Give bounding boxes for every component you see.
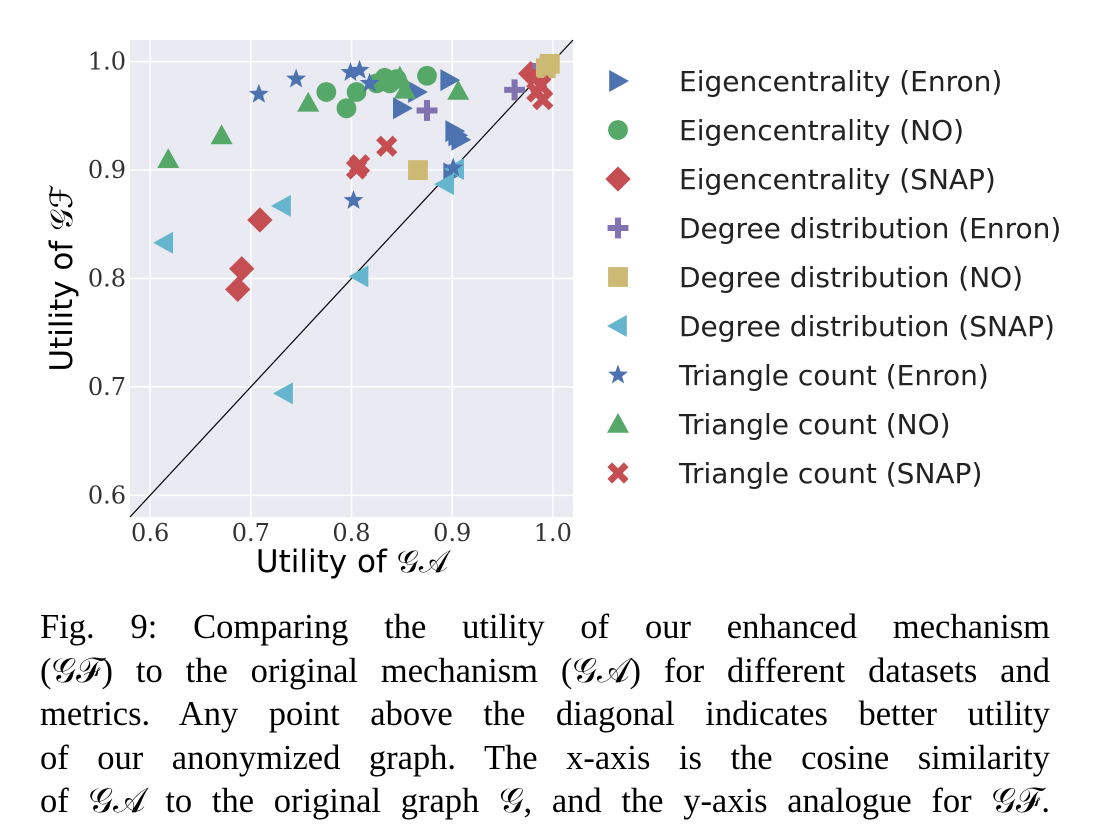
legend-label: Eigencentrality (Enron) [679, 65, 1002, 98]
data-point [539, 53, 560, 74]
legend-label: Degree distribution (NO) [679, 261, 1023, 294]
data-point [157, 148, 180, 169]
data-point [210, 124, 233, 145]
data-point [408, 160, 428, 180]
x-tick-label: 0.6 [131, 519, 169, 547]
y-tick-label: 0.6 [88, 481, 126, 509]
caption-line: Fig. 9: Comparing the utility of our enh… [40, 608, 1050, 646]
data-point [393, 78, 416, 99]
series-7 [157, 65, 470, 169]
data-point [271, 194, 291, 217]
data-points [153, 53, 560, 405]
y-tick-label: 0.7 [88, 373, 126, 401]
caption-line: metrics. Any point above the diagonal in… [40, 695, 1050, 733]
legend-marker [607, 315, 627, 337]
legend-marker [607, 217, 629, 239]
data-point [532, 89, 554, 111]
x-tick-label: 0.7 [232, 519, 270, 547]
data-point [247, 207, 273, 233]
diagonal-line [129, 39, 574, 518]
x-tick-label: 0.9 [433, 519, 471, 547]
legend-label: Degree distribution (Enron) [679, 212, 1061, 245]
legend-label: Triangle count (NO) [678, 408, 951, 441]
data-point [343, 190, 364, 209]
caption-line: (𝒢ℱ) to the original mechanism (𝒢𝒜) for … [40, 651, 1050, 690]
series-4 [408, 53, 560, 180]
y-axis-label: Utility of 𝒢ℱ [44, 184, 80, 371]
data-point [286, 68, 307, 88]
scatter-chart: 0.6 0.7 0.8 0.9 1.0 0.6 0.7 0.8 0.9 1.0 Utility o… [44, 39, 1061, 580]
x-tick-label: 1.0 [534, 519, 572, 547]
data-point [434, 173, 454, 196]
legend-marker [609, 70, 629, 92]
y-tick-label: 0.8 [88, 265, 126, 293]
y-tick-label: 0.9 [88, 156, 126, 184]
series-8 [345, 74, 554, 180]
legend-label: Triangle count (SNAP) [678, 457, 982, 490]
y-tick-label: 1.0 [88, 48, 126, 76]
data-point [376, 135, 398, 157]
data-point [340, 62, 361, 81]
data-point [451, 128, 472, 151]
data-point [417, 65, 437, 86]
series-6 [248, 59, 464, 209]
figure-caption: Fig. 9: Comparing the utility of our enh… [40, 606, 1050, 824]
data-point [348, 154, 371, 176]
caption-line: of 𝒢𝒜 to the original graph 𝒢, and the y… [40, 782, 1050, 820]
legend-marker [608, 364, 628, 384]
data-point [443, 157, 464, 177]
data-point [440, 69, 461, 92]
data-point [248, 83, 269, 103]
data-point [316, 82, 337, 102]
data-point [297, 91, 320, 112]
tick-labels: 0.6 0.7 0.8 0.9 1.0 0.6 0.7 0.8 0.9 1.0 [88, 48, 572, 547]
data-point [349, 59, 370, 79]
legend-label: Eigencentrality (NO) [679, 114, 964, 147]
data-point [273, 382, 293, 405]
legend-label: Triangle count (Enron) [678, 359, 989, 392]
legend-label: Degree distribution (SNAP) [679, 310, 1055, 343]
data-point [153, 231, 174, 254]
legend-marker [608, 120, 628, 140]
legend-marker [607, 413, 629, 433]
data-point [225, 276, 251, 302]
data-point [336, 98, 357, 119]
data-point [504, 79, 526, 101]
data-point [348, 265, 369, 288]
data-point [393, 97, 413, 120]
data-point [447, 79, 470, 100]
legend-marker [608, 267, 628, 287]
x-tick-label: 0.8 [332, 519, 370, 547]
data-point [229, 256, 255, 282]
legend: Eigencentrality (Enron) Eigencentrality (… [605, 65, 1061, 490]
data-point [359, 72, 380, 92]
caption-line: of our anonymized graph. The x-axis is t… [40, 738, 1050, 777]
legend-label: Eigencentrality (SNAP) [679, 163, 996, 196]
data-point [346, 82, 367, 102]
legend-marker [607, 462, 629, 484]
legend-marker [605, 166, 631, 192]
x-axis-label: Utility of 𝒢𝒜 [256, 544, 452, 580]
data-point [416, 100, 438, 121]
